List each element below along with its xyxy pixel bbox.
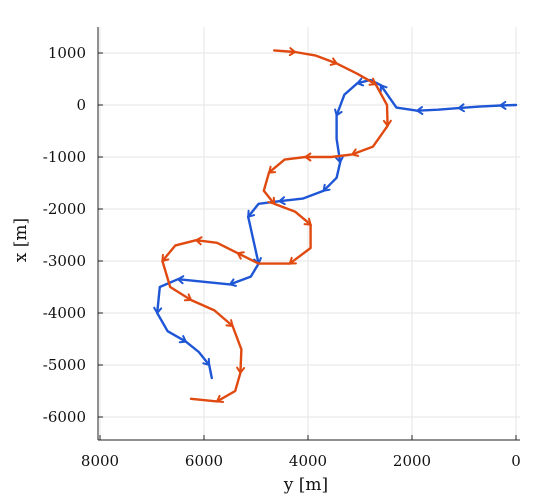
x-tick-label: 6000	[185, 452, 223, 470]
y-tick-label: -2000	[43, 200, 86, 218]
series-1-marker	[379, 83, 388, 93]
series-2-marker	[329, 57, 339, 66]
y-tick-label: -6000	[43, 408, 86, 426]
y-tick-label: 1000	[48, 44, 86, 62]
series-2-marker	[303, 152, 312, 162]
series-1-marker	[228, 278, 237, 287]
series-1-marker	[498, 100, 507, 110]
series-2-marker	[368, 77, 378, 86]
series-2-marker	[288, 256, 297, 265]
y-tick-label: 0	[76, 96, 86, 114]
y-tick-label: -5000	[43, 356, 86, 374]
series-2-marker	[382, 119, 392, 128]
series-2-marker	[236, 366, 246, 375]
series-1-marker	[322, 183, 331, 193]
series-2-marker	[288, 47, 297, 57]
series-line-1	[156, 78, 518, 380]
series-2-marker	[194, 236, 203, 246]
series-2-marker	[236, 251, 245, 260]
x-tick-label: 4000	[289, 452, 327, 470]
y-axis-title: x [m]	[11, 218, 31, 262]
series-2-marker	[225, 319, 234, 328]
x-tick-label: 0	[511, 452, 521, 470]
series-2-marker	[267, 165, 277, 174]
y-tick-label: -1000	[43, 148, 86, 166]
y-tick-label: -3000	[43, 252, 86, 270]
series-2-marker	[183, 293, 193, 302]
y-tick-label: -4000	[43, 304, 86, 322]
series-1-marker	[178, 335, 188, 344]
series-1-marker	[415, 106, 424, 115]
x-tick-label: 8000	[81, 452, 119, 470]
x-axis-title: y [m]	[283, 475, 328, 495]
series-2-marker	[303, 217, 312, 226]
x-tick-label: 2000	[393, 452, 431, 470]
series-1-marker	[202, 357, 211, 367]
series-2-marker	[161, 253, 170, 263]
series-layer	[153, 47, 518, 403]
grid	[98, 27, 520, 440]
axes	[97, 27, 520, 441]
series-2-marker	[350, 148, 360, 157]
tick-labels: 8000 6000 4000 2000 0 1000 0 -1000 -2000 -3000 -40…	[43, 44, 521, 470]
series-1-marker	[457, 103, 465, 113]
series-1-marker	[247, 209, 256, 219]
series-2-marker	[215, 394, 225, 403]
series-1-marker	[355, 77, 365, 87]
series-1-marker	[176, 275, 185, 285]
series-1-marker	[335, 155, 344, 164]
series-1-marker	[277, 196, 286, 206]
series-2-marker	[267, 196, 276, 206]
series-1-marker	[334, 108, 343, 118]
series-1-marker	[153, 306, 163, 315]
